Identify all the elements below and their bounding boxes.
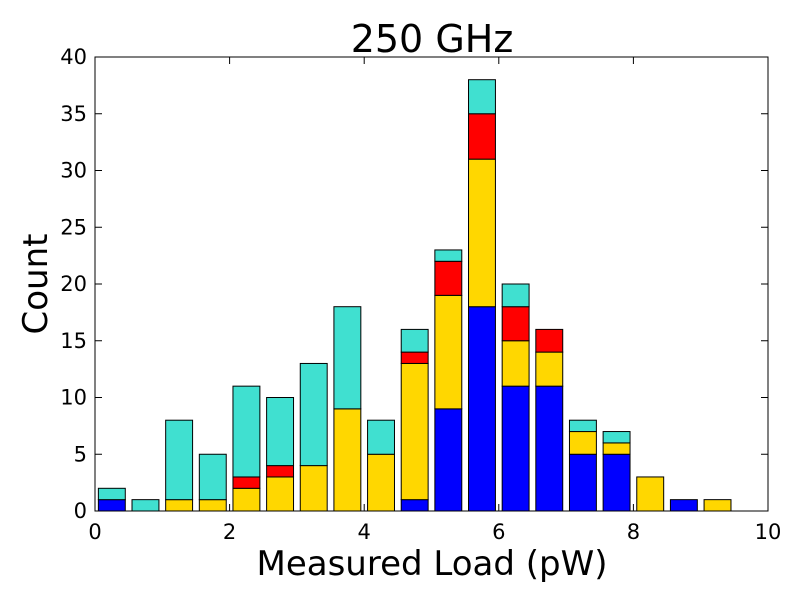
bar-segment	[232, 385, 261, 478]
bar-segment	[568, 419, 597, 433]
bar-segment	[367, 419, 395, 455]
bar-segment	[501, 283, 530, 308]
y-tick-label: 20	[60, 272, 87, 296]
bar-segment	[232, 487, 261, 512]
x-tick-label: 4	[358, 520, 371, 544]
bar-segment	[602, 453, 631, 512]
bar-segment	[165, 419, 194, 501]
bar-segment	[535, 385, 564, 512]
x-tick-label: 6	[492, 520, 505, 544]
bar-segment	[468, 306, 496, 512]
chart-title: 250 GHz	[351, 17, 514, 61]
bar-segment	[468, 113, 496, 160]
bar-segment	[568, 453, 597, 512]
bar-segment	[400, 362, 429, 501]
bar-segment	[501, 306, 530, 342]
y-tick-label: 0	[74, 499, 87, 523]
y-tick-label: 40	[60, 45, 87, 69]
bar-segment	[266, 476, 295, 512]
y-tick-label: 10	[60, 386, 87, 410]
bar-segment	[434, 294, 463, 410]
y-tick-label: 15	[60, 329, 87, 353]
bar-segment	[434, 408, 463, 512]
bar-segment	[669, 499, 698, 512]
bar-segment	[232, 476, 261, 489]
bar-segment	[266, 465, 295, 478]
bar-segment	[333, 306, 362, 410]
bar-segment	[468, 79, 496, 115]
ticks-layer: 0 2 4 6 8 10 0 5 10 15 20 25 30 35 40	[60, 45, 781, 544]
bar-segment	[535, 351, 564, 387]
x-tick-label: 10	[755, 520, 782, 544]
bar-segment	[434, 249, 463, 262]
bar-segment	[333, 408, 362, 512]
bar-segment	[434, 260, 463, 296]
bar-segment	[468, 158, 496, 308]
bar-segment	[198, 499, 227, 512]
bars-layer	[97, 79, 732, 512]
bar-segment	[299, 362, 328, 467]
y-tick-label: 30	[60, 159, 87, 183]
bar-segment	[165, 499, 194, 512]
bar-segment	[501, 385, 530, 512]
y-axis-label: Count	[16, 234, 56, 335]
bar-segment	[602, 442, 631, 455]
bar-segment	[400, 328, 429, 353]
bar-segment	[535, 328, 564, 353]
y-tick-label: 35	[60, 102, 87, 126]
bar-segment	[703, 499, 732, 512]
bar-segment	[299, 465, 328, 512]
bar-segment	[198, 453, 227, 501]
y-tick-label: 5	[74, 442, 87, 466]
bar-segment	[131, 499, 160, 512]
x-tick-label: 0	[88, 520, 101, 544]
bar-segment	[400, 499, 429, 512]
bar-segment	[602, 431, 631, 444]
bar-segment	[568, 431, 597, 455]
y-tick-label: 25	[60, 215, 87, 239]
bar-segment	[97, 487, 126, 501]
x-axis-label: Measured Load (pW)	[257, 544, 608, 584]
bar-segment	[97, 499, 126, 512]
bar-segment	[367, 453, 395, 512]
bar-segment	[266, 397, 295, 467]
bar-segment	[400, 351, 429, 364]
bar-segment	[501, 340, 530, 387]
bar-segment	[636, 476, 665, 512]
plot-frame	[94, 56, 769, 512]
x-tick-label: 2	[223, 520, 236, 544]
x-tick-label: 8	[627, 520, 640, 544]
